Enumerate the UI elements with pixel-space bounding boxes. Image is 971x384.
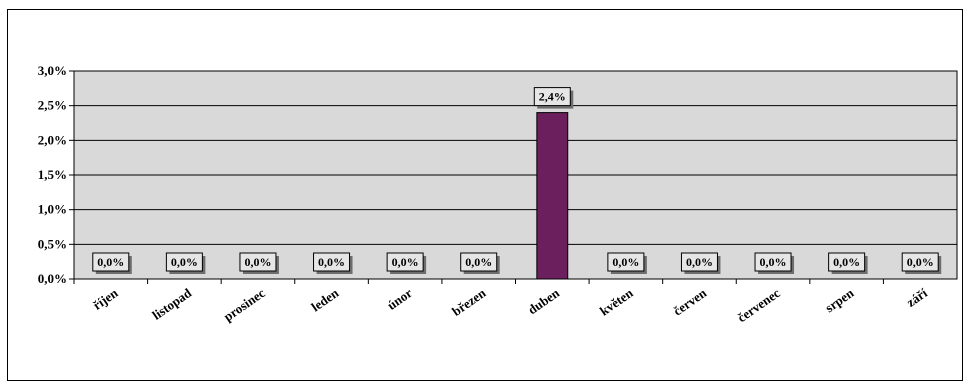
x-tick-label: září (904, 285, 931, 310)
x-axis: říjen listopad prosinec leden únor březen dube… (73, 278, 957, 325)
y-tick-label: 1,5% (38, 167, 67, 182)
data-label-box (680, 252, 718, 272)
bar (536, 112, 569, 280)
data-label: 0,0% (171, 255, 198, 269)
y-tick-label: 3,0% (38, 63, 67, 78)
x-tick-label: únor (384, 285, 415, 313)
y-axis: 0,0% 0,5% 1,0% 1,5% 2,0% 2,5% 3,0% (38, 63, 74, 286)
chart-frame: 0,0% 0,5% 1,0% 1,5% 2,0% 2,5% 3,0% říjen listop… (7, 9, 963, 381)
data-label: 0,0% (244, 255, 271, 269)
data-label: 0,0% (612, 255, 639, 269)
data-label-box (607, 252, 645, 272)
data-label-box (386, 252, 424, 272)
y-tick-label: 0,0% (38, 271, 67, 286)
bar-chart: 0,0% 0,5% 1,0% 1,5% 2,0% 2,5% 3,0% říjen listop… (38, 63, 958, 325)
data-label-box (901, 252, 939, 272)
x-tick-label: květen (597, 285, 636, 319)
data-labels: 0,0% 0,0% 0,0% 0,0% 0,0% 0,0% 2,4% 0,0% 0,0% 0,0%… (92, 87, 942, 274)
data-label: 2,4% (539, 90, 566, 104)
y-tick-label: 2,0% (38, 132, 67, 147)
data-label: 0,0% (833, 255, 860, 269)
data-label: 0,0% (97, 255, 124, 269)
x-tick-label: duben (525, 285, 563, 318)
data-label: 0,0% (465, 255, 492, 269)
x-tick-label: prosinec (221, 285, 268, 324)
data-label: 0,0% (907, 255, 934, 269)
x-tick-label: leden (308, 285, 341, 315)
data-label: 0,0% (686, 255, 713, 269)
bars (536, 112, 569, 280)
data-label-box (754, 252, 792, 272)
y-tick-label: 0,5% (38, 236, 67, 251)
x-tick-label: červen (670, 285, 709, 319)
y-tick-label: 1,0% (38, 202, 67, 217)
data-label-box (92, 252, 130, 272)
y-tick-label: 2,5% (38, 98, 67, 113)
data-label: 0,0% (318, 255, 345, 269)
x-tick-label: srpen (822, 285, 857, 316)
data-label: 0,0% (760, 255, 787, 269)
x-tick-label: březen (449, 285, 489, 319)
data-label-box (828, 252, 866, 272)
grid-lines (74, 105, 957, 245)
x-tick-label: říjen (90, 285, 121, 313)
x-tick-label: listopad (149, 285, 194, 323)
data-label-box (533, 87, 571, 107)
data-label-box (460, 252, 498, 272)
data-label-box (165, 252, 203, 272)
data-label: 0,0% (392, 255, 419, 269)
data-label-box (239, 252, 277, 272)
data-label-box (313, 252, 351, 272)
x-tick-label: červenec (735, 285, 783, 325)
